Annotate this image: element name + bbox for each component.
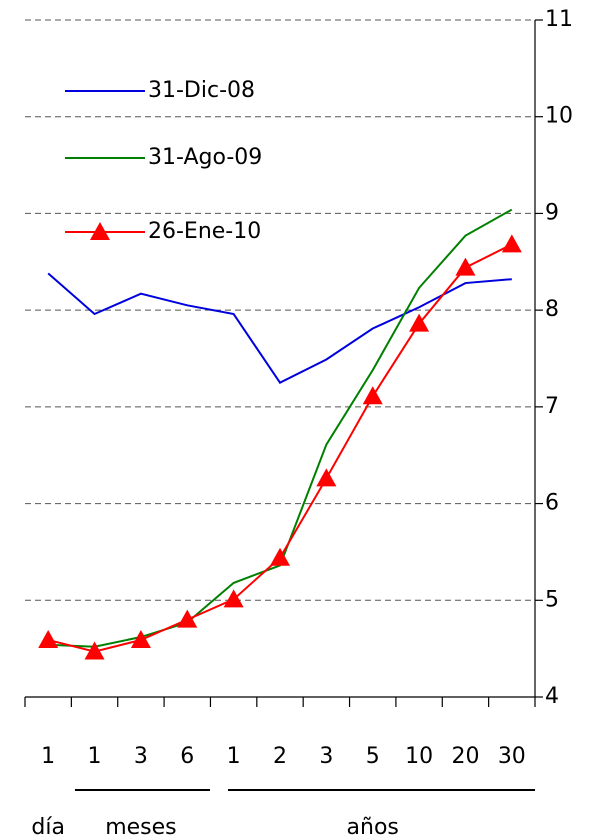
x-tick-label: 1 [227,744,241,769]
y-tick-label: 11 [545,7,573,32]
marker [501,234,522,253]
marker [455,257,476,276]
marker [316,468,337,487]
marker [177,609,198,628]
y-tick-label: 9 [545,200,559,225]
x-tick-label: 6 [180,744,194,769]
y-tick-label: 4 [545,684,559,709]
marker [223,589,244,608]
marker [270,547,290,566]
marker [409,313,430,332]
marker [38,629,59,648]
marker [130,629,151,648]
x-tick-label: 1 [88,744,102,769]
series-line [48,208,513,648]
legend-marker [90,222,110,240]
legend-label: 31-Dic-08 [148,78,255,103]
series-line [47,272,512,384]
x-tick-label: 30 [498,744,526,769]
series-line [47,243,513,653]
group-label: años [347,815,399,840]
x-tick-label: 20 [451,744,479,769]
x-tick-label: 1 [41,744,55,769]
legend-label: 31-Ago-09 [148,145,262,170]
group-label: día [31,815,65,840]
group-label: meses [105,815,176,840]
y-tick-label: 8 [545,297,559,322]
y-tick-label: 10 [545,104,573,129]
legend-label: 26-Ene-10 [148,219,261,244]
marker [84,641,105,660]
y-tick-label: 5 [545,587,559,612]
y-tick-label: 7 [545,394,559,419]
x-tick-label: 3 [134,744,148,769]
x-tick-label: 5 [366,744,380,769]
x-tick-label: 2 [273,744,287,769]
x-tick-label: 10 [405,744,433,769]
y-tick-label: 6 [545,491,559,516]
x-tick-label: 3 [319,744,333,769]
marker [362,386,383,405]
